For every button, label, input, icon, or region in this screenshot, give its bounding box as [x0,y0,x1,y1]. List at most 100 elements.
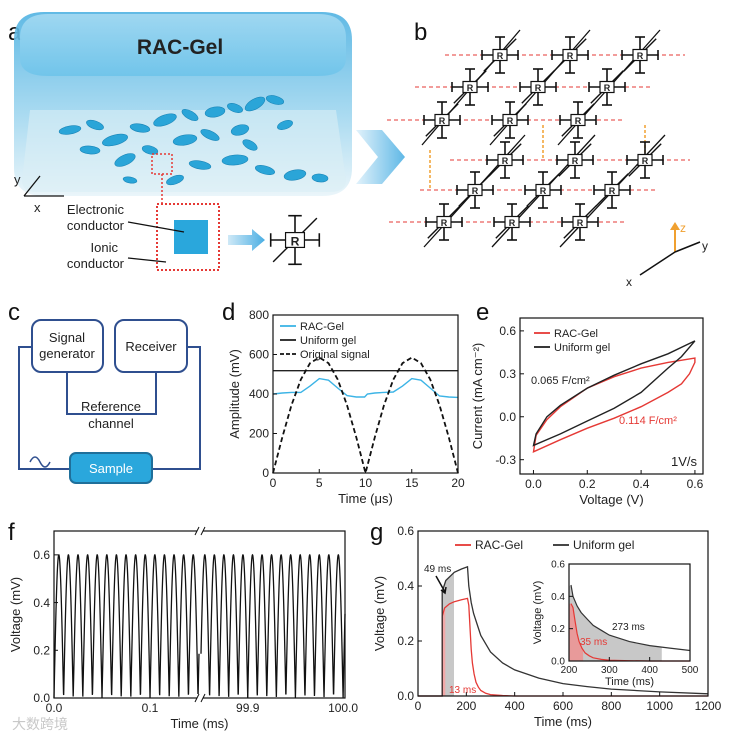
y-axis-title: Amplitude (mV) [227,349,242,439]
x-tick-label: 400 [505,699,525,713]
ac-sine-icon [29,456,51,468]
series-waveform-segment [53,553,200,699]
legend-label: Uniform gel [554,342,610,354]
conductor-flake [141,145,159,155]
signal-generator-box [31,319,104,373]
legend-item: RAC-Gel [455,538,523,552]
resistor-node: R [551,36,589,74]
legend-item: Uniform gel [534,342,610,354]
resistor-node: R [588,68,626,106]
axis-y-label: y [14,172,21,187]
y-tick-label: 0 [262,466,269,480]
resistor-node: R [456,171,494,209]
signal-generator-label-1: Signal [49,330,85,345]
x-tick-label: 0.4 [633,477,650,491]
y-tick-label: 0.4 [397,579,414,593]
x-axis-title: Time (ms) [605,676,654,688]
conductor-flake [172,134,198,146]
axis-x-arrow [639,251,676,276]
x-tick-label: 800 [601,699,621,713]
y-tick-label: 0.0 [551,657,565,668]
y-tick-label: 0.2 [551,624,565,635]
plot-frame [568,563,691,662]
legend-label: RAC-Gel [475,538,523,552]
resistor-node: R [621,36,659,74]
node-label: R [604,83,611,93]
conductor-flake [283,169,307,181]
node-label: R [535,83,542,93]
legend-label: RAC-Gel [554,328,598,340]
conductor-flake [200,129,220,141]
chart-g-inset: 200 300 400 500 0.0 0.2 0.4 0.6 Time (ms) Voltage… [532,560,699,689]
panel-c-labels: Signal generator Receiver Reference chan… [39,330,177,476]
y-tick-label: 0.6 [499,324,516,338]
chart-e: 0.0 0.2 0.4 0.6 -0.3 0.0 0.3 0.6 Voltage (V) Curr… [470,317,704,507]
conductor-flake [265,95,285,105]
series-waveform-segment [200,553,346,698]
y-tick-label: 0.0 [397,689,414,703]
ionic-label-2: conductor [67,256,125,271]
axis-y-arrow [674,241,701,253]
y-tick-label: 0.2 [397,634,414,648]
axis-x-label: x [34,200,41,215]
resistor-node: R [559,101,597,139]
conductor-flake [166,174,184,186]
electronic-pointer [127,221,185,233]
y-tick-label: 800 [249,308,269,322]
x-tick-label: 1200 [695,699,722,713]
plot-frame [519,317,704,475]
conductor-flake [221,154,249,166]
shaded-rac-decay [569,603,584,661]
node-label: R [637,51,644,61]
reference-label-2: channel [88,416,134,431]
x-tick-label: 5 [316,476,323,490]
legend-item: RAC-Gel [280,321,344,333]
panel-label-e: e [476,299,489,326]
annotation-rac-capacitance: 0.114 F/cm² [619,415,677,427]
ionic-label-1: Ionic [91,240,119,255]
arrow-right-icon [228,229,265,251]
circuit-wire-right [152,346,201,470]
x-tick-label: 99.9 [236,701,260,715]
chart-g: 0 200 400 600 800 1000 1200 0.0 0.2 0.4 0.6 Time (m… [372,524,722,729]
x-axis-title: Time (ms) [170,716,228,731]
panel-label-g: g [370,519,383,546]
x-tick-label: 0.1 [142,701,159,715]
node-label: R [567,51,574,61]
resistor-node: R [493,203,531,241]
axis-y-label: y [702,239,708,253]
y-tick-label: 0.4 [551,592,565,603]
y-axis-title: Voltage (mV) [532,581,544,645]
y-tick-label: 600 [249,348,269,362]
conductor-flake [102,133,128,147]
legend-label: Uniform gel [573,538,634,552]
resistor-node: R [423,101,461,139]
x-tick-label: 0.2 [579,477,596,491]
y-tick-label: 0.4 [33,596,50,610]
resistor-node: R [451,68,489,106]
annotation-rac-decay: 35 ms [580,637,607,648]
x-tick-label: 100.0 [328,701,358,715]
conductor-flake [204,106,226,118]
electronic-label-2: conductor [67,218,125,233]
node-label: R [497,51,504,61]
annotation-scan-rate: 1V/s [671,454,698,469]
node-label: R [577,218,584,228]
conductor-flake [58,125,82,135]
node-label: R [540,186,547,196]
conductor-flake [188,160,212,170]
axis-break-icon [194,693,206,703]
x-axis-title: Time (ms) [534,714,592,729]
x-tick-label: 15 [405,476,419,490]
y-tick-label: 0.2 [33,643,50,657]
annotation-uniform-decay: 273 ms [612,622,645,633]
panel-c-measurement-setup [18,319,201,484]
x-axis-title: Time (μs) [338,491,393,506]
gel-title: RAC-Gel [137,36,223,59]
electronic-label-1: Electronic [67,202,125,217]
resistor-node: R [269,214,321,266]
chart-f: 0.0 0.1 99.9 100.0 0.0 0.2 0.4 0.6 Time (ms) Volt… [8,526,358,731]
series-rac-gel [418,597,708,697]
x-tick-label: 400 [641,665,658,676]
